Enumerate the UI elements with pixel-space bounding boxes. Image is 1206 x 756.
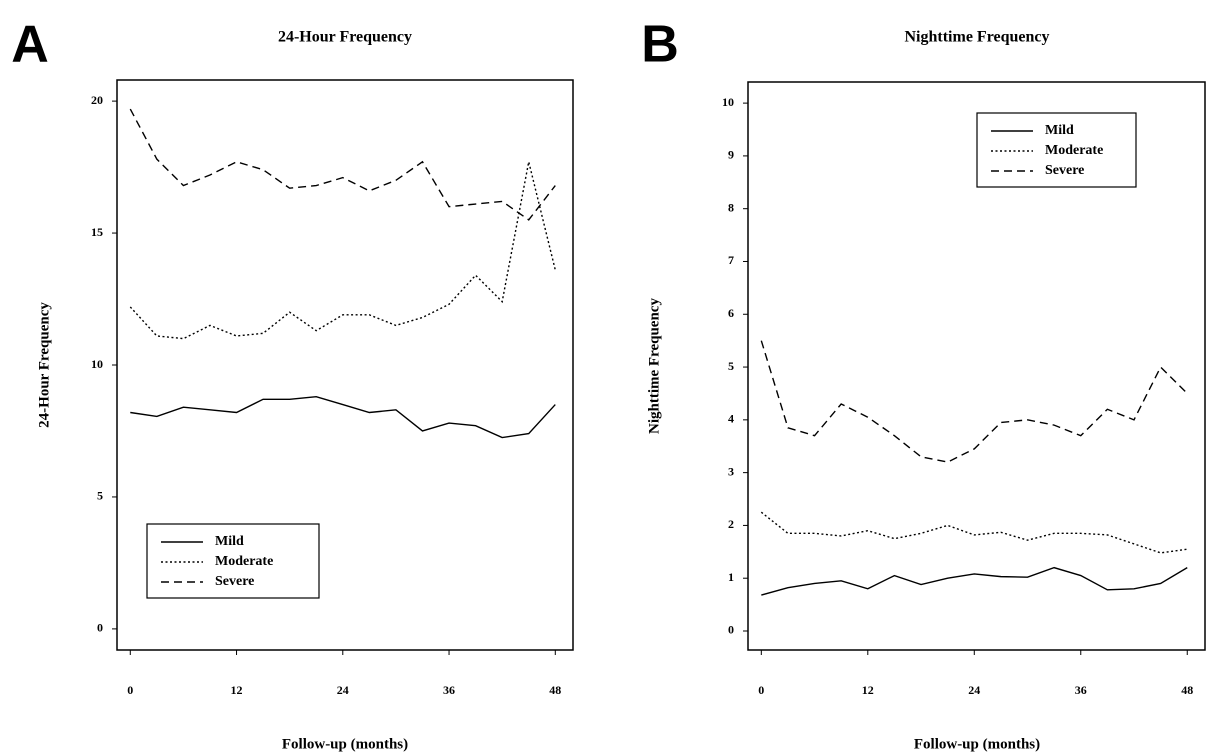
y-tick-label: 10 [722,95,734,109]
legend-label: Moderate [215,554,273,569]
legend-label: Severe [1045,163,1084,178]
x-tick-label: 48 [1181,683,1193,697]
y-tick-label: 0 [728,623,734,637]
y-tick-label: 5 [728,359,734,373]
x-tick-label: 12 [862,683,874,697]
x-tick-label: 12 [231,683,243,697]
x-tick-label: 36 [1075,683,1087,697]
series-line [760,511,1188,554]
legend-label: Moderate [1045,143,1103,158]
series-line [761,566,1188,596]
panel-label: B [641,16,679,74]
x-tick-label: 0 [758,683,764,697]
y-tick-label: 2 [728,517,734,531]
y-tick-label: 8 [728,200,734,214]
legend-label: Mild [215,534,244,549]
x-tick-label: 0 [127,683,133,697]
y-tick-label: 15 [91,225,103,239]
x-axis-label: Follow-up (months) [282,736,408,752]
chart-title: Nighttime Frequency [904,29,1049,46]
x-tick-label: 36 [443,683,455,697]
plot-frame [747,81,1206,651]
series-line [129,108,556,221]
y-tick-label: 10 [91,357,103,371]
series-line [129,161,556,340]
x-tick-label: 24 [968,683,980,697]
x-tick-label: 48 [549,683,561,697]
chart-title: 24-Hour Frequency [278,29,412,46]
x-axis-label: Follow-up (months) [914,736,1040,752]
y-axis-label: Nighttime Frequency [646,298,662,434]
y-tick-label: 20 [91,93,103,107]
y-tick-label: 9 [728,148,734,162]
legend-box [976,112,1137,188]
legend-label: Severe [215,574,254,589]
x-tick-label: 24 [337,683,349,697]
series-line [760,340,1188,463]
y-axis-label: 24-Hour Frequency [36,302,52,428]
y-tick-label: 3 [728,464,734,478]
y-tick-label: 4 [728,412,734,426]
y-tick-label: 6 [728,306,734,320]
y-tick-label: 0 [97,621,103,635]
series-line [130,395,556,439]
panel-label: A [11,16,49,74]
y-tick-label: 7 [728,253,734,267]
legend-box [146,523,320,599]
legend-label: Mild [1045,123,1074,138]
y-tick-label: 5 [97,489,103,503]
y-tick-label: 1 [728,570,734,584]
